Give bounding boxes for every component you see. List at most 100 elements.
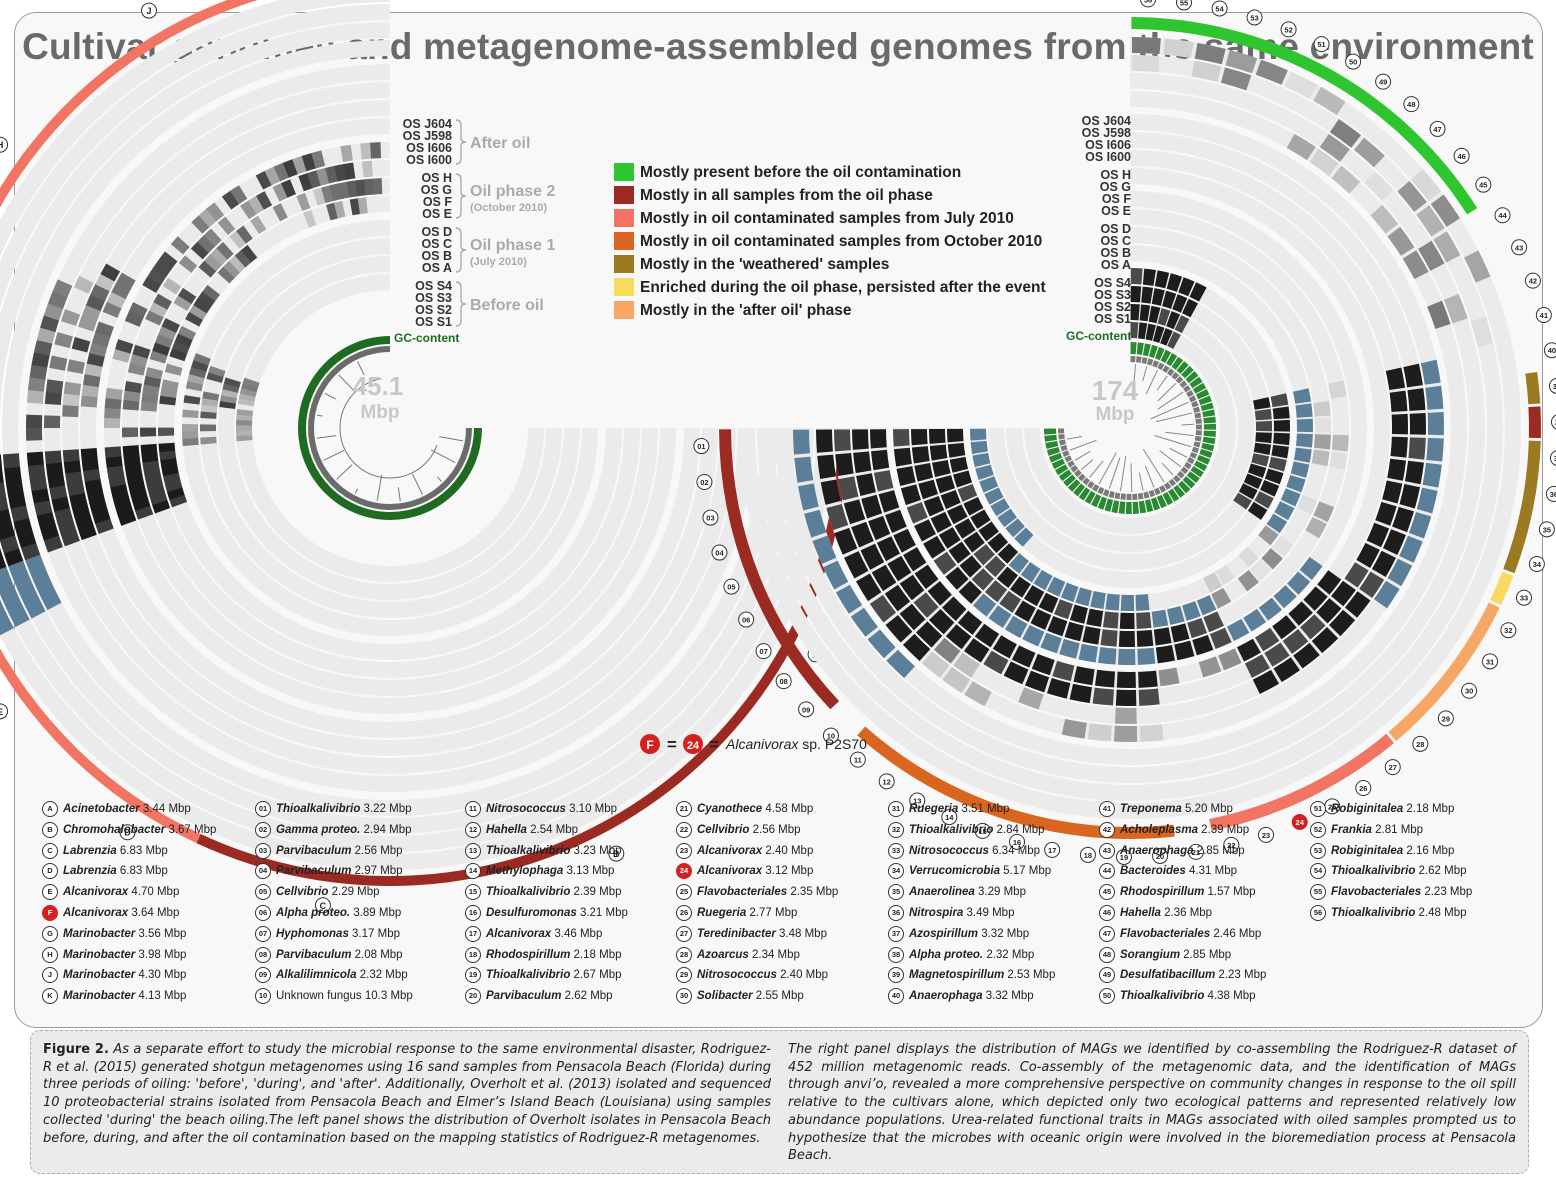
left-center-value: 45.1 xyxy=(353,371,404,401)
heat-cell xyxy=(1272,615,1297,640)
heat-cell xyxy=(1296,418,1313,433)
genome-list-item: K Marinobacter 4.13 Mbp xyxy=(42,987,186,1005)
heat-cell xyxy=(1273,432,1290,446)
heat-cell xyxy=(1255,432,1272,444)
heat-cell xyxy=(140,427,157,437)
heat-cell xyxy=(49,484,68,500)
genome-id-badge: 16 xyxy=(465,904,481,921)
heat-cell xyxy=(911,446,930,464)
genome-name: Thioalkalivibrio xyxy=(276,803,361,815)
dendro-branch xyxy=(439,436,463,442)
legend-label: Mostly in the 'weathered' samples xyxy=(640,256,889,273)
heat-cell xyxy=(1250,559,1272,581)
heat-cell xyxy=(1238,483,1258,500)
length-cell xyxy=(1060,444,1068,452)
mag-label-29: 29 xyxy=(1442,714,1450,723)
genome-name: Cellvibrio xyxy=(276,886,329,899)
heat-cell xyxy=(0,495,9,511)
genome-id-badge: 51 xyxy=(1310,800,1326,817)
genome-size: 2.18 Mbp xyxy=(1403,803,1455,815)
heat-cell xyxy=(816,429,833,453)
genome-id-badge: 53 xyxy=(1310,842,1326,859)
heat-cell xyxy=(1118,630,1135,647)
heat-cell xyxy=(884,584,911,612)
heat-cell xyxy=(1293,642,1320,669)
dendro-branch xyxy=(1155,412,1193,423)
heat-cell xyxy=(1408,511,1432,539)
group-label: Oil phase 1 xyxy=(470,237,555,254)
length-cell xyxy=(1064,455,1073,463)
dendro-branch xyxy=(1145,369,1158,395)
heat-cell xyxy=(1470,316,1494,347)
heat-cell xyxy=(198,208,217,228)
mag-label-45: 45 xyxy=(1479,181,1487,190)
mag-label-43: 43 xyxy=(1515,243,1523,252)
genome-name: Teredinibacter xyxy=(697,927,776,940)
heat-cell xyxy=(1251,453,1270,467)
genome-id-badge: 29 xyxy=(676,967,692,984)
mag-label-49: 49 xyxy=(1379,78,1387,87)
heat-cell xyxy=(978,521,999,542)
genome-list-item: 56 Thioalkalivibrio 2.48 Mbp xyxy=(1310,904,1467,922)
genome-size: 3.17 Mbp xyxy=(348,927,400,940)
mag-badge-27 xyxy=(1384,759,1401,776)
heat-cell xyxy=(834,429,851,452)
heat-cell xyxy=(1130,286,1142,303)
left-sample-label: OS C xyxy=(421,237,452,251)
heat-cell xyxy=(946,504,968,525)
heat-cell xyxy=(45,379,64,394)
heat-cell xyxy=(1271,444,1289,459)
heat-cell xyxy=(5,479,24,496)
heat-cell xyxy=(921,651,950,678)
heat-cell xyxy=(1004,615,1028,638)
heat-cell xyxy=(935,475,956,494)
mag-label-08: 08 xyxy=(779,677,787,686)
genome-id-badge: 01 xyxy=(255,800,271,817)
heat-cell xyxy=(1238,546,1259,568)
dendro-branch xyxy=(436,476,442,482)
mag-label-22: 22 xyxy=(1227,841,1235,850)
heat-cell xyxy=(123,390,141,402)
heat-cell xyxy=(43,302,64,321)
genome-name: Cyanothece xyxy=(697,803,763,815)
heat-cell xyxy=(855,573,882,602)
genome-id-badge: 02 xyxy=(255,821,271,838)
left-sample-label: OS I606 xyxy=(406,141,452,155)
dendro-branch xyxy=(316,435,337,439)
category-arc xyxy=(1490,571,1514,606)
heat-cell xyxy=(0,614,14,636)
genome-id-badge: 14 xyxy=(465,863,481,880)
genome-name: Sorangium xyxy=(1120,948,1181,961)
category-arc xyxy=(719,429,840,710)
genome-id-badge: 21 xyxy=(676,800,692,817)
genome-size: 3.48 Mbp xyxy=(775,927,827,940)
legend-swatch xyxy=(614,232,634,250)
heat-cell xyxy=(1297,494,1318,515)
genome-id-badge: 48 xyxy=(1099,946,1115,963)
heat-cell xyxy=(1100,629,1118,647)
heat-cell xyxy=(40,314,60,333)
heat-cell xyxy=(86,488,105,503)
genome-id-badge: 52 xyxy=(1310,821,1326,838)
heat-cell xyxy=(1174,640,1195,661)
mag-badge-04 xyxy=(711,544,728,561)
genome-name: Desulfuromonas xyxy=(486,907,577,919)
heat-cell xyxy=(112,492,131,507)
mag-label-25: 25 xyxy=(1328,802,1336,811)
dendro-branch xyxy=(1181,423,1194,426)
heat-cell xyxy=(71,337,91,353)
heat-cell xyxy=(1172,294,1188,313)
genome-size: 3.98 Mbp xyxy=(135,948,187,961)
genome-name: Frankia xyxy=(1331,823,1372,836)
heat-cell xyxy=(958,580,982,604)
heat-cell xyxy=(1086,608,1104,627)
category-arc xyxy=(857,726,1175,839)
legend-label: Mostly in all samples from the oil phase xyxy=(640,187,933,204)
gc-cell xyxy=(1118,501,1126,514)
genome-name: Nitrosococcus xyxy=(909,844,989,857)
genome-size: 2.85 Mbp xyxy=(1193,844,1245,857)
mag-label-21: 21 xyxy=(1192,848,1200,857)
dendro-branch xyxy=(338,374,356,392)
genome-id-badge: 24 xyxy=(676,863,692,880)
heat-cell xyxy=(979,476,999,493)
